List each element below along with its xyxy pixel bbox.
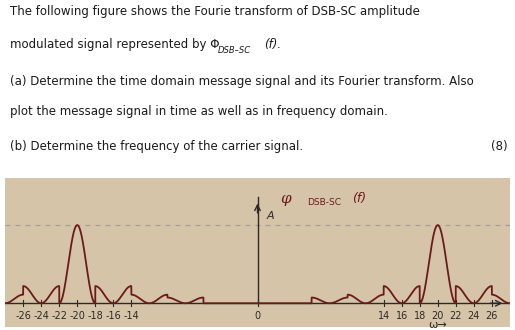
Text: (a) Determine the time domain message signal and its Fourier transform. Also: (a) Determine the time domain message si… xyxy=(10,75,474,88)
Text: -26: -26 xyxy=(15,311,31,321)
Text: 16: 16 xyxy=(396,311,408,321)
Text: The following figure shows the Fourie transform of DSB-SC amplitude: The following figure shows the Fourie tr… xyxy=(10,5,420,18)
Text: 20: 20 xyxy=(432,311,444,321)
Text: 24: 24 xyxy=(468,311,480,321)
Text: 26: 26 xyxy=(486,311,498,321)
Text: 22: 22 xyxy=(450,311,462,321)
Text: modulated signal represented by Φ: modulated signal represented by Φ xyxy=(10,39,220,51)
Text: 18: 18 xyxy=(414,311,426,321)
Text: -14: -14 xyxy=(124,311,139,321)
Text: (b) Determine the frequency of the carrier signal.: (b) Determine the frequency of the carri… xyxy=(10,140,303,153)
Text: φ: φ xyxy=(280,192,290,206)
Text: (f).: (f). xyxy=(264,39,281,51)
Text: plot the message signal in time as well as in frequency domain.: plot the message signal in time as well … xyxy=(10,105,388,118)
Text: 0: 0 xyxy=(254,311,261,321)
Text: -20: -20 xyxy=(70,311,85,321)
Text: DSB-SC: DSB-SC xyxy=(307,198,341,207)
Text: (f): (f) xyxy=(352,192,366,205)
Text: (8): (8) xyxy=(491,140,507,153)
Text: A: A xyxy=(267,211,274,221)
Text: -24: -24 xyxy=(33,311,49,321)
Text: -16: -16 xyxy=(106,311,121,321)
Text: -18: -18 xyxy=(88,311,103,321)
Text: -22: -22 xyxy=(51,311,67,321)
Text: 14: 14 xyxy=(377,311,390,321)
Text: ω→: ω→ xyxy=(428,320,447,330)
Text: DSB–SC: DSB–SC xyxy=(218,46,251,55)
